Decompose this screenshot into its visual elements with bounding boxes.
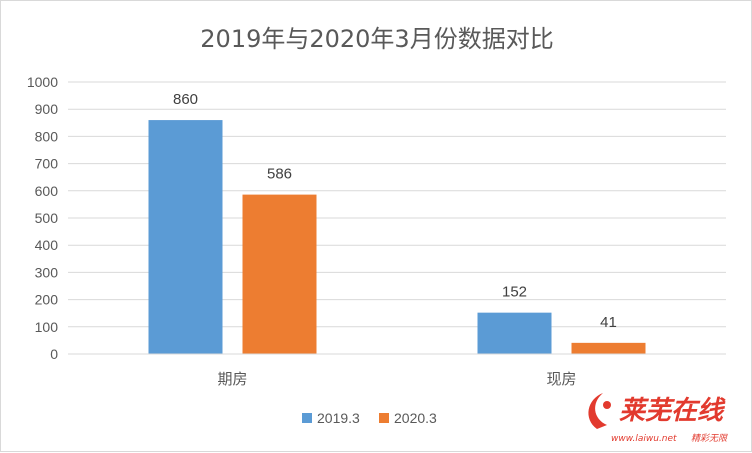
watermark-slogan: 精彩无限 bbox=[691, 433, 728, 444]
x-category-label: 期房 bbox=[217, 370, 247, 388]
bar-2019.3 bbox=[477, 312, 552, 354]
y-tick-label: 100 bbox=[35, 319, 59, 335]
data-label: 152 bbox=[502, 284, 527, 301]
legend-swatch bbox=[302, 413, 312, 423]
bars bbox=[148, 120, 646, 354]
y-tick-label: 700 bbox=[35, 156, 59, 172]
bar-2019.3 bbox=[148, 120, 223, 354]
y-tick-label: 0 bbox=[50, 346, 58, 362]
y-tick-label: 500 bbox=[35, 210, 59, 226]
legend-label: 2019.3 bbox=[317, 410, 360, 426]
y-tick-label: 800 bbox=[35, 128, 59, 144]
bar-2020.3 bbox=[571, 342, 646, 354]
watermark-dot-icon bbox=[603, 401, 611, 409]
y-tick-label: 900 bbox=[35, 101, 59, 117]
y-tick-label: 200 bbox=[35, 292, 59, 308]
y-tick-label: 600 bbox=[35, 183, 59, 199]
y-tick-label: 300 bbox=[35, 264, 59, 280]
y-tick-label: 400 bbox=[35, 237, 59, 253]
watermark-site: www.laiwu.net bbox=[611, 434, 677, 444]
legend: 2019.3 2020.3 bbox=[302, 410, 437, 426]
watermark-text: 莱芜在线 bbox=[619, 396, 726, 426]
chart-title: 2019年与2020年3月份数据对比 bbox=[200, 25, 553, 53]
data-labels: 860 586 152 41 bbox=[173, 91, 617, 331]
data-label: 586 bbox=[267, 166, 292, 183]
watermark-logo: 莱芜在线 www.laiwu.net 精彩无限 bbox=[588, 393, 728, 444]
y-axis-ticks: 0 100 200 300 400 500 600 700 800 900 1000 bbox=[27, 74, 58, 362]
x-axis-categories: 期房 现房 bbox=[68, 353, 726, 388]
data-label: 41 bbox=[600, 314, 617, 331]
legend-swatch bbox=[379, 413, 389, 423]
data-label: 860 bbox=[173, 91, 198, 108]
x-category-label: 现房 bbox=[546, 370, 576, 388]
y-tick-label: 1000 bbox=[27, 74, 58, 90]
legend-label: 2020.3 bbox=[394, 410, 437, 426]
bar-2020.3 bbox=[242, 194, 317, 354]
watermark-swirl-icon bbox=[588, 393, 607, 429]
